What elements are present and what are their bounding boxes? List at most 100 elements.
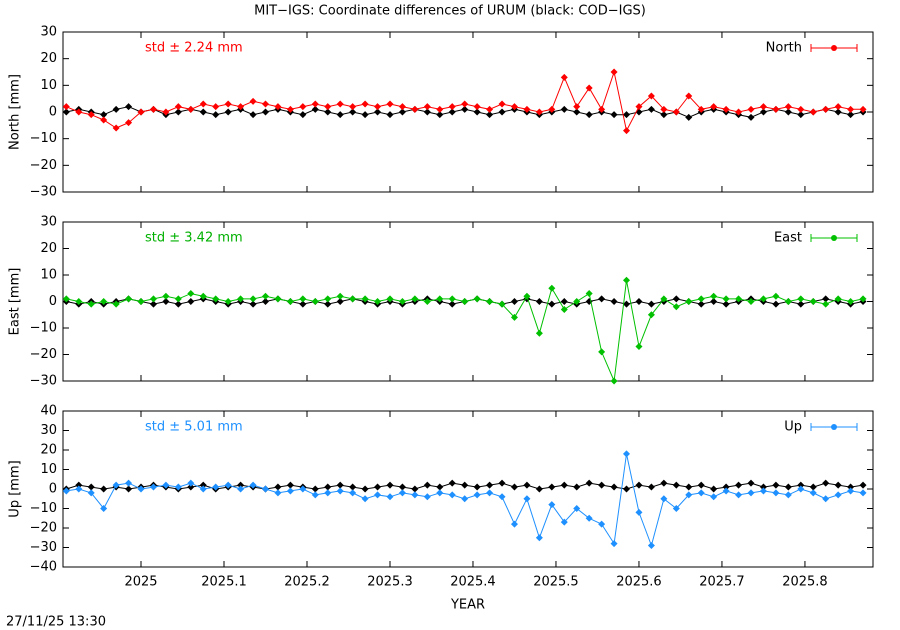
point bbox=[610, 483, 618, 491]
point bbox=[262, 108, 269, 116]
point bbox=[286, 481, 294, 489]
point bbox=[623, 111, 631, 119]
point bbox=[573, 483, 581, 491]
point bbox=[660, 111, 668, 119]
point bbox=[623, 485, 631, 493]
point bbox=[697, 481, 705, 489]
y-tick-label: −30 bbox=[30, 540, 57, 555]
point bbox=[822, 295, 830, 303]
point bbox=[710, 103, 718, 111]
timestamp: 27/11/25 13:30 bbox=[6, 615, 106, 630]
point bbox=[722, 483, 730, 491]
point bbox=[573, 298, 581, 305]
point bbox=[324, 300, 332, 308]
point bbox=[498, 100, 506, 108]
point bbox=[262, 100, 269, 108]
point bbox=[847, 111, 855, 119]
point bbox=[349, 483, 357, 491]
point bbox=[436, 483, 444, 491]
y-tick-label: 10 bbox=[40, 78, 57, 93]
point bbox=[548, 105, 556, 113]
point bbox=[187, 298, 195, 305]
point bbox=[274, 483, 282, 491]
point bbox=[523, 481, 531, 489]
point bbox=[386, 100, 394, 108]
point bbox=[374, 108, 382, 116]
point bbox=[797, 295, 805, 303]
point bbox=[822, 300, 830, 308]
point bbox=[237, 103, 245, 111]
point bbox=[548, 284, 556, 292]
point bbox=[548, 300, 556, 308]
point bbox=[237, 485, 245, 493]
point bbox=[747, 105, 755, 113]
point bbox=[722, 300, 730, 308]
point bbox=[187, 290, 195, 298]
y-tick-label: 40 bbox=[40, 404, 57, 419]
point bbox=[224, 481, 232, 489]
point bbox=[262, 292, 269, 300]
point bbox=[212, 111, 220, 119]
point bbox=[162, 108, 170, 116]
point bbox=[610, 298, 618, 305]
point bbox=[100, 505, 108, 512]
y-tick-label: −10 bbox=[30, 131, 57, 146]
point bbox=[747, 298, 755, 305]
x-tick-label: 2025.7 bbox=[699, 575, 745, 590]
point bbox=[797, 105, 805, 113]
point bbox=[486, 489, 494, 497]
point bbox=[847, 105, 855, 113]
x-tick-label: 2025.2 bbox=[284, 575, 330, 590]
point bbox=[660, 295, 668, 303]
point bbox=[174, 295, 182, 303]
y-axis-label: East [mm] bbox=[8, 268, 23, 336]
point bbox=[735, 295, 743, 303]
point bbox=[324, 108, 332, 116]
point bbox=[374, 103, 382, 111]
point bbox=[610, 377, 618, 385]
point bbox=[336, 292, 344, 300]
point bbox=[311, 298, 319, 305]
point bbox=[311, 100, 319, 108]
point bbox=[374, 491, 382, 499]
point bbox=[336, 298, 344, 305]
point bbox=[747, 489, 755, 497]
point bbox=[784, 298, 792, 305]
point bbox=[523, 292, 531, 300]
point bbox=[510, 313, 518, 321]
point bbox=[635, 298, 643, 305]
point bbox=[510, 298, 518, 305]
point bbox=[299, 300, 307, 308]
legend-label: North bbox=[766, 41, 802, 56]
point bbox=[697, 295, 705, 303]
y-tick-label: −20 bbox=[30, 521, 57, 536]
point bbox=[473, 483, 481, 491]
point bbox=[710, 485, 718, 493]
x-tick-label: 2025.5 bbox=[533, 575, 579, 590]
point bbox=[249, 300, 257, 308]
y-tick-label: 30 bbox=[40, 423, 57, 438]
point bbox=[174, 108, 182, 116]
point bbox=[697, 105, 705, 113]
point bbox=[100, 111, 108, 119]
point bbox=[286, 298, 294, 305]
point bbox=[535, 485, 543, 493]
point bbox=[473, 491, 481, 499]
point bbox=[187, 105, 195, 113]
point bbox=[249, 111, 257, 119]
point bbox=[461, 481, 469, 489]
point bbox=[834, 108, 842, 116]
point bbox=[349, 103, 357, 111]
point bbox=[598, 481, 606, 489]
point bbox=[660, 495, 668, 503]
point bbox=[137, 108, 145, 116]
point bbox=[747, 113, 755, 121]
point bbox=[548, 483, 556, 491]
point bbox=[162, 292, 170, 300]
point bbox=[112, 105, 120, 113]
point bbox=[772, 481, 780, 489]
point bbox=[759, 103, 767, 111]
point bbox=[324, 483, 332, 491]
point bbox=[411, 485, 419, 493]
point bbox=[672, 295, 680, 303]
